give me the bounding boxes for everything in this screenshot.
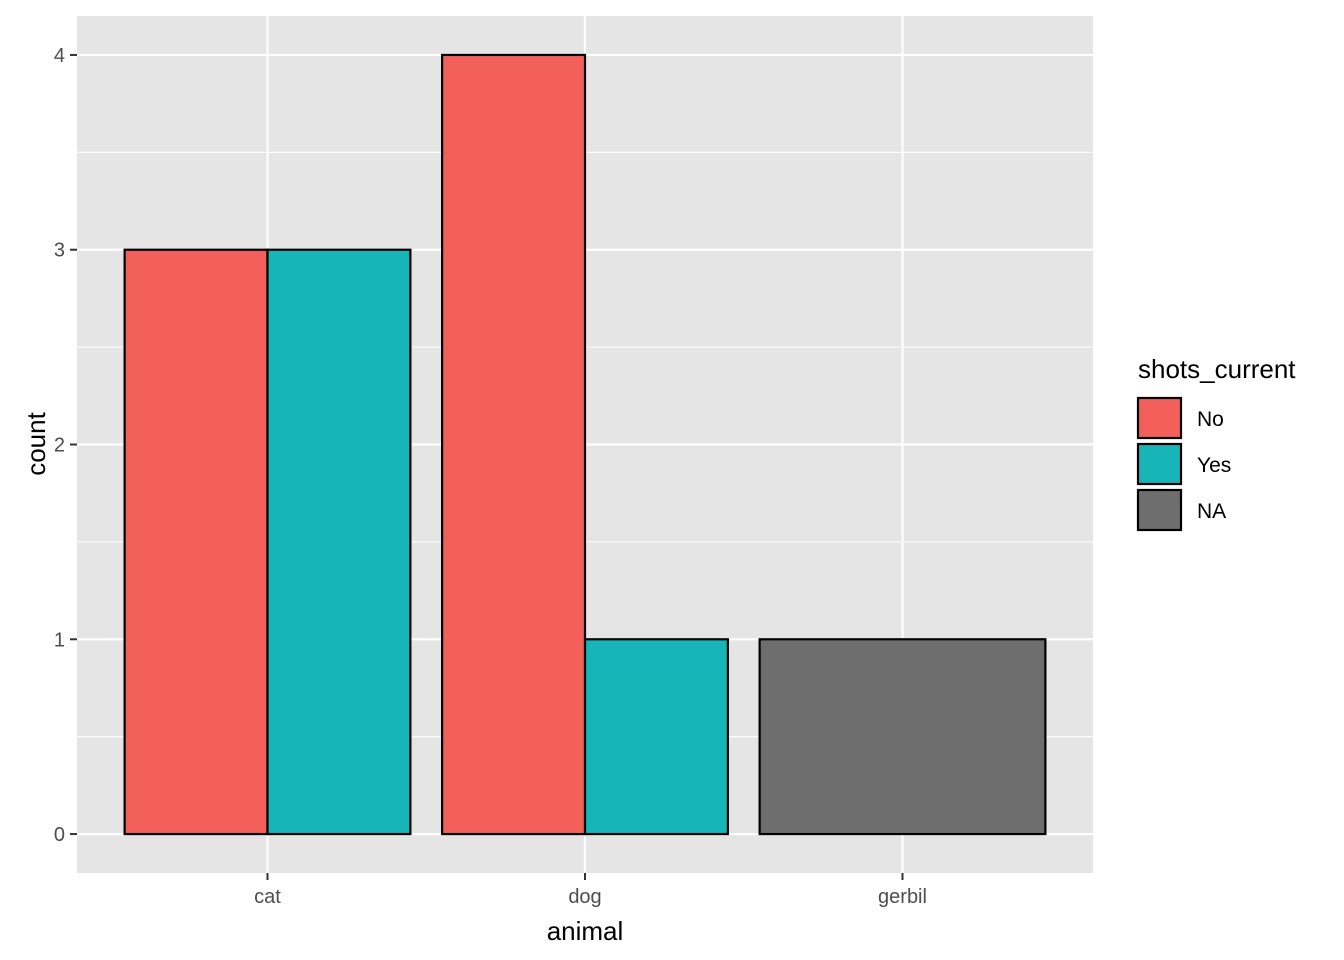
x-tick-label: dog (568, 886, 601, 908)
bars (123, 53, 1047, 836)
x-axis: cat dog gerbil (254, 873, 927, 908)
bar-dog-yes (583, 638, 729, 836)
legend-label-yes: Yes (1197, 454, 1231, 477)
bar-cat-yes (266, 248, 412, 836)
y-tick-label: 4 (54, 45, 65, 67)
y-axis: 0 1 2 3 4 (54, 45, 77, 846)
bar-gerbil-na (758, 638, 1047, 836)
y-tick-label: 1 (54, 629, 65, 651)
bar-cat-no (123, 248, 269, 836)
y-tick-label: 3 (54, 240, 65, 262)
legend-key-na (1136, 488, 1183, 532)
legend-key-no (1136, 396, 1183, 440)
legend-key-yes (1136, 442, 1183, 486)
y-tick-label: 2 (54, 435, 65, 457)
y-axis-title: count (21, 411, 51, 475)
x-axis-title: animal (547, 916, 624, 946)
y-tick-label: 0 (54, 824, 65, 846)
legend: shots_current No Yes NA (1136, 354, 1296, 532)
legend-title: shots_current (1138, 354, 1296, 384)
bar-dog-no (441, 53, 587, 836)
legend-label-no: No (1197, 408, 1224, 431)
legend-label-na: NA (1197, 500, 1226, 523)
x-tick-label: gerbil (878, 886, 927, 908)
x-tick-label: cat (254, 886, 281, 908)
